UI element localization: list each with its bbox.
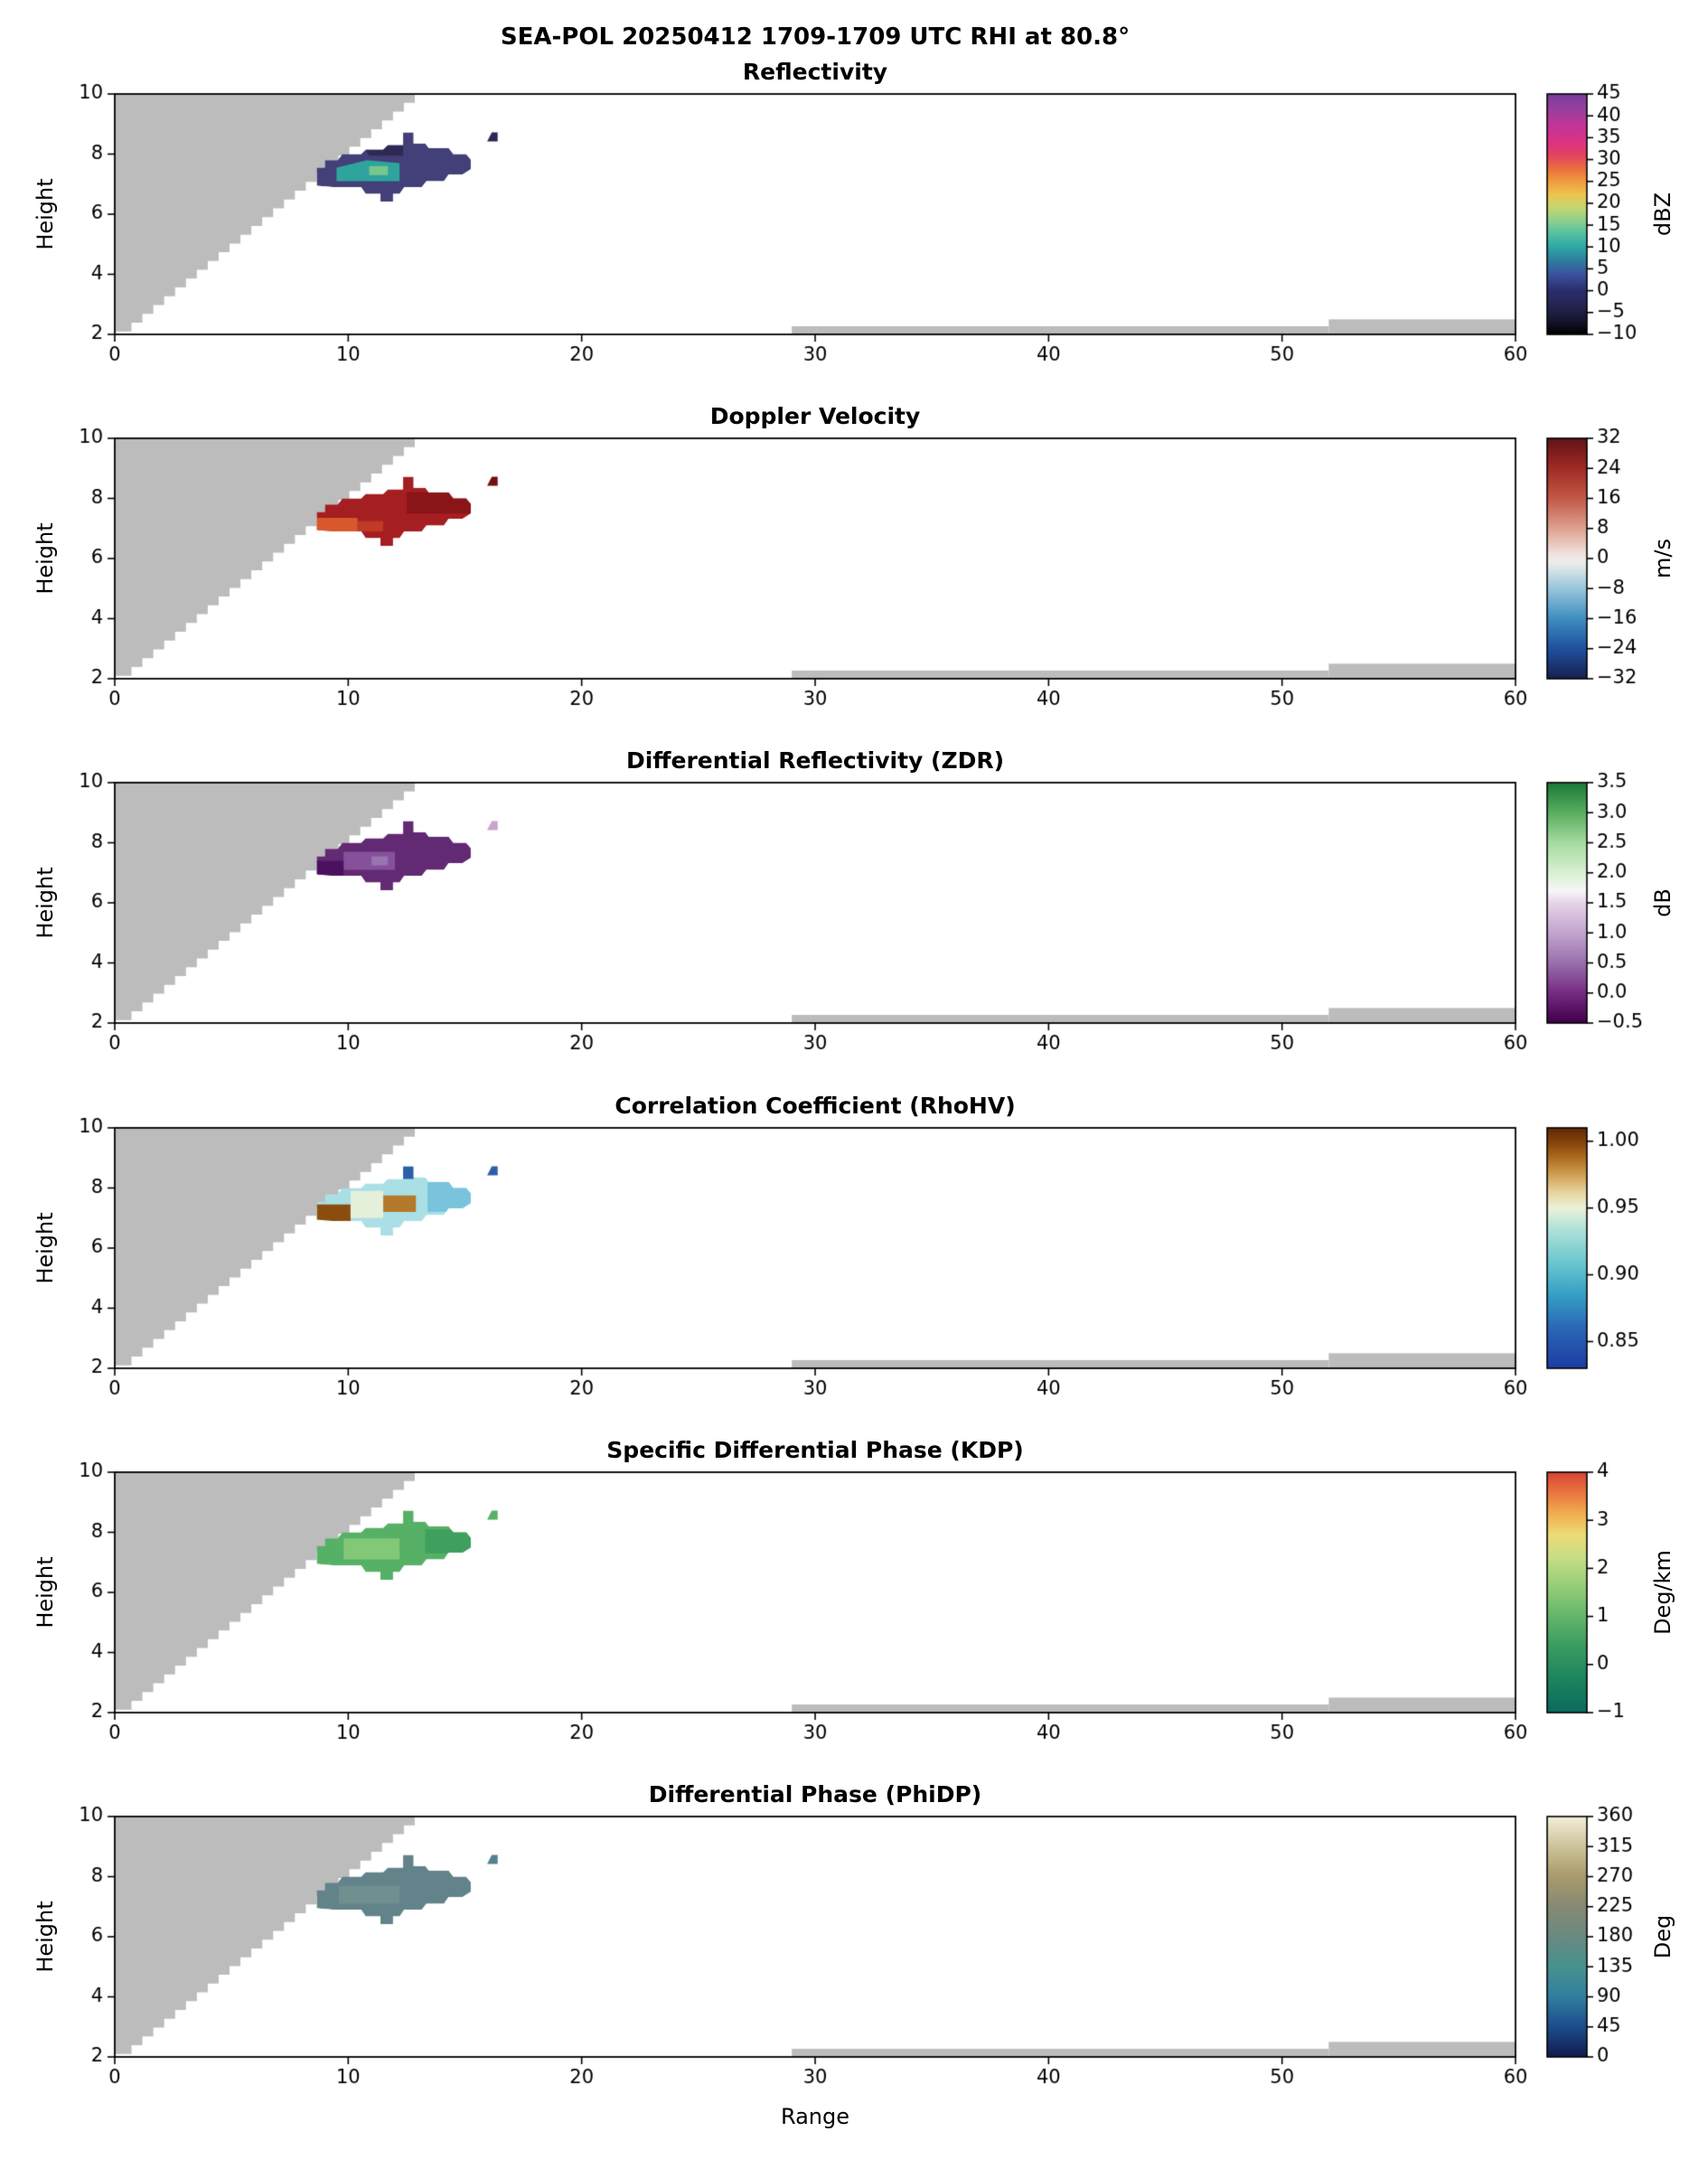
y-axis-label: Height [33,1556,58,1629]
panel-title-rhohv: Correlation Coefficient (RhoHV) [615,1093,1016,1119]
y-axis-label: Height [33,522,58,595]
panel-title-reflectivity: Reflectivity [742,59,888,85]
colorbar-unit-label: dB [1650,888,1675,917]
y-axis-label: Height [33,178,58,250]
panel-title-doppler-velocity: Doppler Velocity [709,403,921,429]
panel-title-zdr: Differential Reflectivity (ZDR) [625,747,1005,774]
colorbar-unit-label: Deg/km [1650,1550,1675,1635]
x-axis-label: Range [780,2104,850,2129]
y-axis-label: Height [33,1901,58,1973]
y-axis-label: Height [33,867,58,939]
colorbar-unit-label: dBZ [1650,192,1675,237]
panel-title-phidp: Differential Phase (PhiDP) [648,1781,982,1808]
colorbar-unit-label: m/s [1650,539,1675,578]
panel-title-kdp: Specific Differential Phase (KDP) [606,1437,1024,1463]
figure-suptitle: SEA-POL 20250412 1709-1709 UTC RHI at 80… [500,23,1131,51]
colorbar-unit-label: Deg [1650,1914,1675,1959]
y-axis-label: Height [33,1212,58,1284]
